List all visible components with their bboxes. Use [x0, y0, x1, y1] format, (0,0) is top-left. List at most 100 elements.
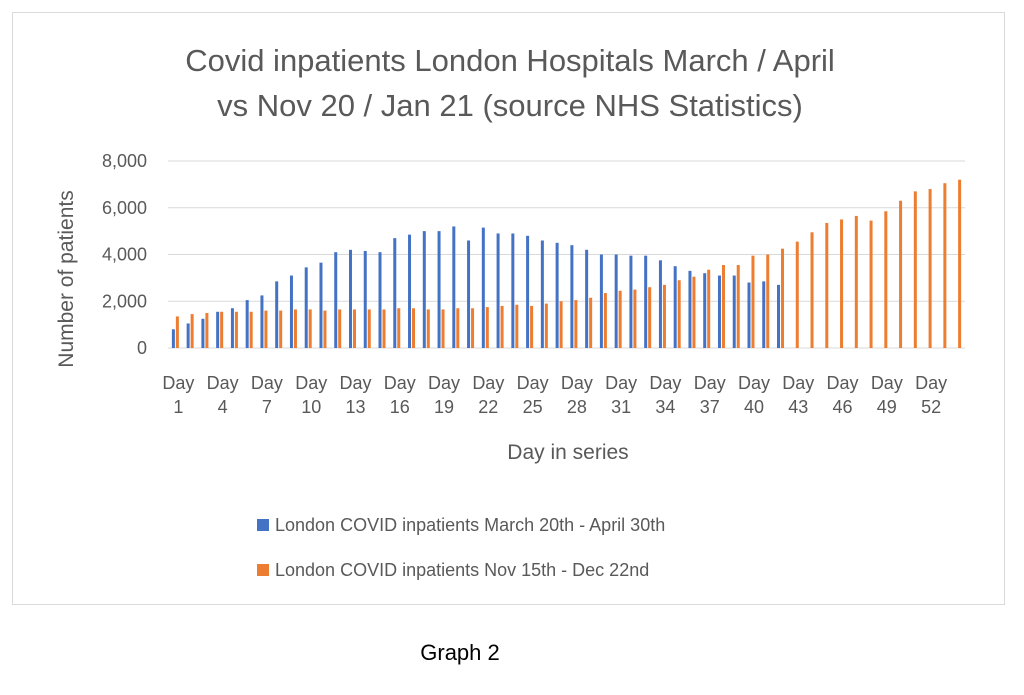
bar-march-april — [747, 282, 751, 348]
x-tick-label: Day 13 — [339, 373, 371, 417]
bar-nov-dec — [721, 265, 725, 348]
bar-march-april — [304, 267, 308, 348]
chart-svg: Covid inpatients London Hospitals March … — [55, 43, 965, 580]
bar-nov-dec — [869, 220, 873, 348]
bar-nov-dec — [426, 309, 430, 348]
legend-item-nov-dec: London COVID inpatients Nov 15th - Dec 2… — [257, 560, 649, 580]
bar-nov-dec — [175, 316, 179, 348]
bar-nov-dec — [352, 309, 356, 348]
bar-march-april — [216, 311, 220, 348]
gridlines — [168, 160, 965, 349]
bar-march-april — [585, 249, 589, 348]
x-tick-label: Day 4 — [207, 373, 239, 417]
bar-march-april — [614, 254, 618, 348]
graph-caption: Graph 2 — [420, 640, 500, 665]
bar-march-april — [629, 255, 633, 348]
x-tick-label: Day 22 — [472, 373, 504, 417]
bar-march-april — [437, 231, 441, 349]
bar-march-april — [496, 233, 500, 348]
bar-nov-dec — [323, 310, 327, 348]
x-axis-title: Day in series — [507, 441, 628, 464]
y-tick-label: 6,000 — [102, 198, 147, 218]
x-tick-label: Day 28 — [561, 373, 593, 417]
bar-march-april — [511, 233, 515, 348]
x-tick-label: Day 25 — [517, 373, 549, 417]
x-tick-label: Day 1 — [162, 373, 194, 417]
bar-nov-dec — [412, 308, 416, 348]
bar-march-april — [703, 273, 707, 348]
bar-nov-dec — [367, 309, 371, 348]
x-tick-label: Day 37 — [694, 373, 726, 417]
chart-frame: Covid inpatients London Hospitals March … — [12, 12, 1005, 605]
bar-march-april — [363, 250, 367, 348]
bar-nov-dec — [471, 308, 475, 348]
bar-nov-dec — [279, 310, 283, 348]
bar-march-april — [289, 275, 293, 348]
bar-nov-dec — [825, 222, 829, 348]
bar-march-april — [673, 266, 677, 348]
bar-march-april — [422, 231, 426, 349]
bar-nov-dec — [559, 301, 563, 348]
bar-nov-dec — [633, 289, 637, 348]
bar-march-april — [732, 275, 736, 348]
legend-swatch-orange — [257, 564, 269, 576]
x-tick-label: Day 52 — [915, 373, 947, 417]
bar-march-april — [762, 281, 766, 348]
bar-march-april — [201, 318, 205, 348]
bar-nov-dec — [618, 290, 622, 348]
bar-nov-dec — [943, 183, 947, 348]
bar-march-april — [540, 240, 544, 348]
bar-nov-dec — [544, 303, 548, 348]
bar-march-april — [319, 262, 323, 348]
bar-nov-dec — [928, 189, 932, 348]
bar-nov-dec — [648, 287, 652, 348]
bar-march-april — [452, 226, 456, 348]
bar-march-april — [348, 249, 352, 348]
bar-nov-dec — [913, 191, 917, 348]
chart-title-line-1: Covid inpatients London Hospitals March … — [185, 43, 835, 78]
legend: London COVID inpatients March 20th - Apr… — [257, 515, 665, 580]
bar-nov-dec — [456, 308, 460, 348]
x-tick-labels: Day 1 Day 4 Day 7 Day 10 Day 13 Day 16 Day 19 Day 22 Day… — [162, 373, 947, 417]
bars — [171, 179, 962, 349]
x-tick-label: Day 34 — [649, 373, 681, 417]
bar-march-april — [230, 308, 234, 348]
legend-label-nov-dec: London COVID inpatients Nov 15th - Dec 2… — [275, 560, 649, 580]
bar-march-april — [408, 234, 412, 348]
bar-nov-dec — [736, 265, 740, 348]
chart-title-line-2: vs Nov 20 / Jan 21 (source NHS Statistic… — [217, 88, 803, 123]
bar-march-april — [688, 270, 692, 348]
bar-nov-dec — [338, 309, 342, 348]
bar-march-april — [334, 252, 338, 348]
bar-nov-dec — [441, 309, 445, 348]
bar-nov-dec — [692, 276, 696, 348]
x-tick-label: Day 43 — [782, 373, 814, 417]
y-tick-label: 8,000 — [102, 151, 147, 171]
bar-nov-dec — [589, 297, 593, 348]
bar-march-april — [378, 252, 382, 348]
bar-nov-dec — [264, 310, 268, 348]
bar-nov-dec — [220, 311, 224, 348]
x-tick-label: Day 10 — [295, 373, 327, 417]
x-tick-label: Day 49 — [871, 373, 903, 417]
bar-nov-dec — [234, 311, 238, 348]
x-tick-label: Day 40 — [738, 373, 770, 417]
bar-nov-dec — [603, 293, 607, 348]
bar-nov-dec — [205, 312, 209, 348]
y-tick-label: 4,000 — [102, 245, 147, 265]
bar-nov-dec — [308, 309, 312, 348]
bar-march-april — [481, 227, 485, 348]
bar-nov-dec — [662, 284, 666, 348]
bar-nov-dec — [530, 305, 534, 348]
bar-march-april — [658, 260, 662, 348]
bar-march-april — [777, 284, 781, 348]
bar-nov-dec — [854, 215, 858, 348]
x-tick-label: Day 19 — [428, 373, 460, 417]
y-axis-title: Number of patients — [55, 190, 78, 367]
legend-item-march-april: London COVID inpatients March 20th - Apr… — [257, 515, 665, 535]
bar-nov-dec — [293, 309, 297, 348]
bar-nov-dec — [884, 211, 888, 348]
bar-march-april — [599, 254, 603, 348]
bar-nov-dec — [840, 219, 844, 348]
bar-nov-dec — [190, 314, 194, 348]
